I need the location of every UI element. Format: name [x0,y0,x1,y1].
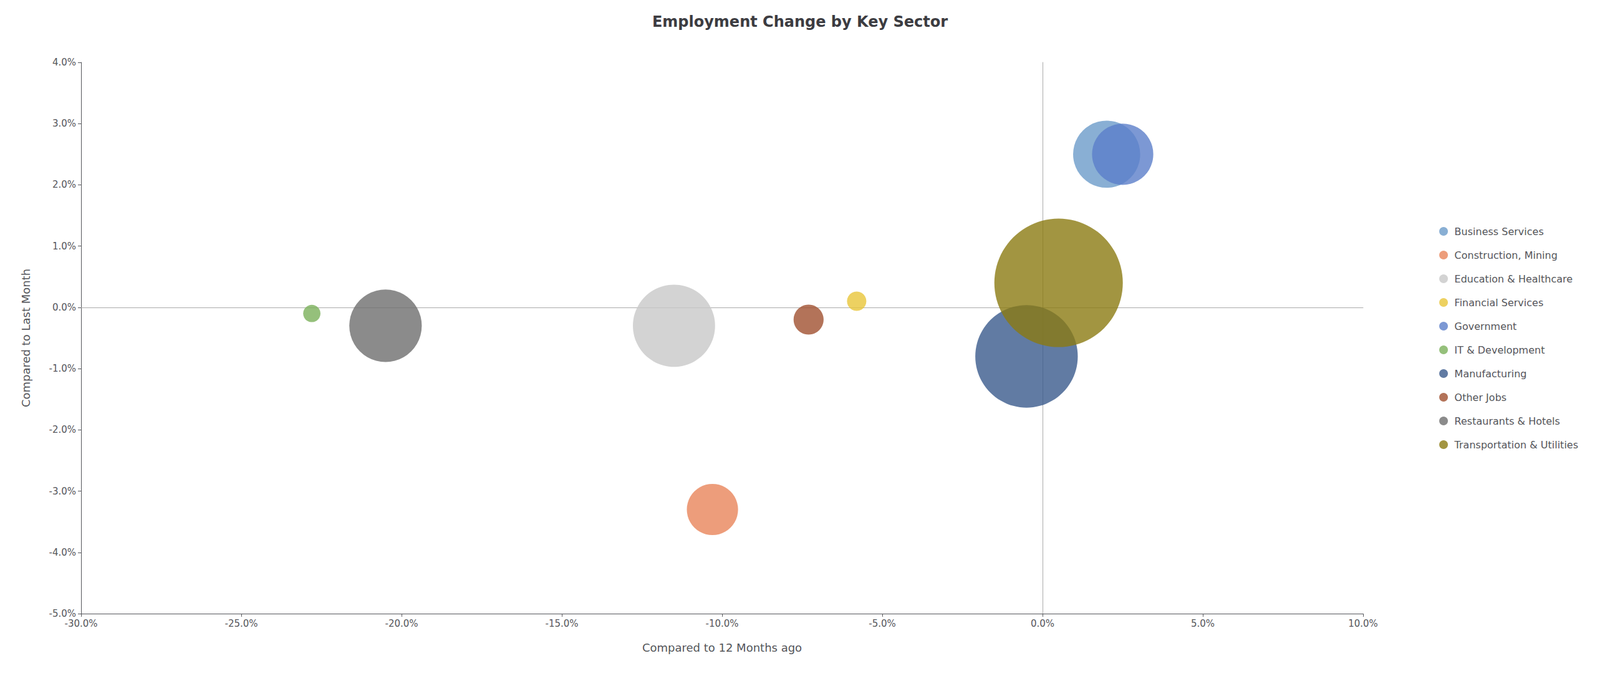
svg-text:-3.0%: -3.0% [48,485,77,497]
svg-text:Compared to Last Month: Compared to Last Month [19,268,33,408]
svg-text:Financial Services: Financial Services [1454,296,1544,309]
svg-text:-25.0%: -25.0% [224,617,258,630]
svg-text:-15.0%: -15.0% [544,617,579,630]
svg-text:10.0%: 10.0% [1348,617,1379,630]
svg-text:2.0%: 2.0% [52,178,77,191]
svg-text:Government: Government [1454,320,1518,333]
svg-text:-4.0%: -4.0% [48,546,77,559]
svg-text:5.0%: 5.0% [1190,617,1215,630]
svg-text:0.0%: 0.0% [1030,617,1055,630]
svg-text:-5.0%: -5.0% [48,607,77,620]
svg-text:Transportation & Utilities: Transportation & Utilities [1454,438,1579,451]
svg-text:1.0%: 1.0% [52,240,77,252]
svg-text:-20.0%: -20.0% [384,617,418,630]
svg-text:-5.0%: -5.0% [868,617,897,630]
svg-text:IT & Development: IT & Development [1454,344,1546,357]
svg-text:Manufacturing: Manufacturing [1454,367,1528,380]
svg-text:Construction, Mining: Construction, Mining [1454,249,1558,262]
svg-text:Education & Healthcare: Education & Healthcare [1454,273,1574,285]
svg-text:-10.0%: -10.0% [705,617,739,630]
svg-text:-2.0%: -2.0% [48,424,77,436]
svg-text:-30.0%: -30.0% [64,617,98,630]
svg-text:Employment Change by Key Secto: Employment Change by Key Sector [652,13,948,31]
svg-text:4.0%: 4.0% [52,56,77,68]
svg-text:-1.0%: -1.0% [48,362,77,375]
svg-text:Business Services: Business Services [1454,225,1544,238]
svg-text:Other Jobs: Other Jobs [1454,391,1508,404]
svg-text:Restaurants & Hotels: Restaurants & Hotels [1454,415,1561,428]
svg-text:3.0%: 3.0% [52,117,77,130]
svg-text:Compared to 12 Months ago: Compared to 12 Months ago [642,640,802,655]
svg-text:0.0%: 0.0% [52,301,77,314]
